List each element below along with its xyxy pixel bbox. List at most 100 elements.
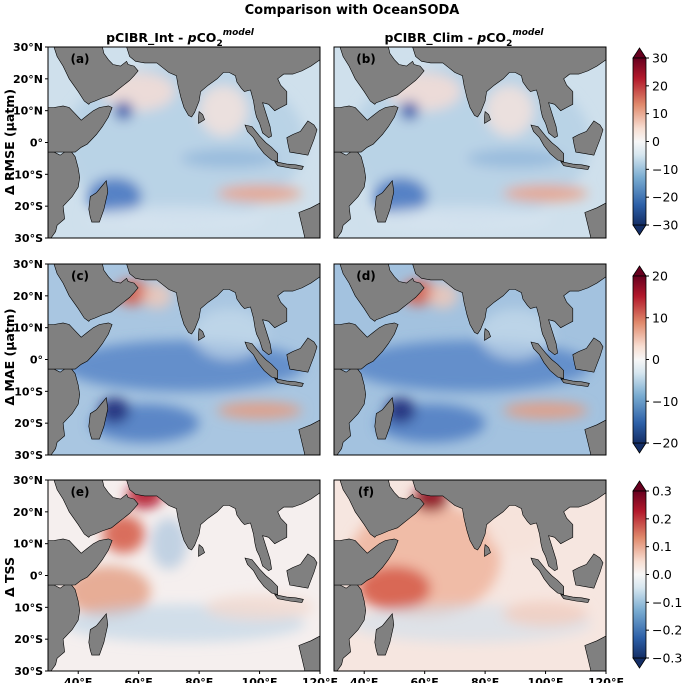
- column-title-2-co: CO: [486, 30, 506, 45]
- landmass: [198, 544, 205, 557]
- landmass: [374, 612, 395, 656]
- panel-frame: [333, 479, 607, 672]
- row-label-tss: Δ TSS: [2, 557, 17, 597]
- panel-label: (f): [358, 485, 374, 499]
- lat-tick-label: 20°N: [13, 506, 43, 519]
- lat-tick-label: 20°S: [14, 633, 43, 646]
- landmass: [572, 553, 604, 589]
- landmass: [88, 612, 109, 656]
- landmass: [198, 328, 205, 341]
- landmass: [584, 635, 606, 671]
- panel-grid: (a) 30°N 20°N 10°N 0° 10°S 20°S 30°S (b) (c) 30°N 2…: [13, 41, 624, 683]
- colorbar-tick-label: −0.2: [652, 623, 682, 638]
- landmass: [530, 557, 565, 595]
- colorbar-ramp: [632, 490, 647, 659]
- colorbar-tick-label: 20: [652, 78, 668, 93]
- colorbar-tss: 0.3 0.2 0.1 0.0 −0.1 −0.2 −0.3: [632, 480, 682, 669]
- map-panel-a: (a) 30°N 20°N 10°N 0° 10°S 20°S 30°S: [13, 41, 321, 245]
- colorbar-tick-label: −0.3: [652, 651, 682, 666]
- landmass: [48, 538, 113, 586]
- landmass: [572, 337, 604, 373]
- landmass: [48, 105, 113, 153]
- landmass: [286, 337, 318, 373]
- landmass: [298, 635, 320, 671]
- landmass: [530, 124, 565, 162]
- landmass: [572, 120, 604, 156]
- colorbar-tick-label: 10: [652, 106, 668, 121]
- map-panel-b: (b): [333, 46, 607, 239]
- landmass: [244, 557, 279, 595]
- landmass: [412, 480, 606, 572]
- colorbar-tick-label: −20: [652, 190, 678, 205]
- panel-label: (d): [356, 269, 376, 283]
- lon-tick-label: 40°E: [64, 676, 92, 683]
- landmass: [273, 594, 304, 603]
- landmass: [48, 264, 139, 322]
- column-title-1: pCIBR_Int - pCO2model: [106, 28, 255, 49]
- panel-label: (b): [356, 52, 376, 66]
- colorbar-tick-label: 0: [652, 134, 660, 149]
- lat-tick-label: 30°N: [13, 474, 43, 487]
- landmass: [48, 480, 139, 538]
- map-panel-e: (e) 30°N 20°N 10°N 0° 10°S 20°S 30°S 40°E 60°E 80°…: [13, 474, 338, 683]
- landmass: [334, 47, 425, 105]
- colorbar-extend-max: [632, 480, 647, 492]
- column-title-1-sub: 2: [216, 39, 222, 49]
- column-title-1-p: p: [187, 30, 197, 45]
- colorbar-tick-label: −0.1: [652, 595, 682, 610]
- landmass: [88, 396, 109, 440]
- landmass: [484, 328, 491, 341]
- colorbar-ramp: [632, 275, 647, 444]
- lat-tick-label: 20°S: [14, 417, 43, 430]
- map-panel-c: (c) 30°N 20°N 10°N 0° 10°S 20°S 30°S: [13, 258, 321, 462]
- panel-label: (e): [70, 485, 89, 499]
- map-panel-f: (f) 40°E 60°E 80°E 100°E 120°E: [333, 479, 624, 683]
- column-title-2-sup: model: [512, 28, 544, 38]
- landmass: [286, 120, 318, 156]
- colorbar-tick-label: −30: [652, 218, 678, 233]
- landmass: [334, 480, 425, 538]
- landmass: [298, 202, 320, 238]
- lat-tick-label: 30°N: [13, 41, 43, 54]
- lat-tick-label: 20°S: [14, 200, 43, 213]
- column-title-2-sub: 2: [506, 39, 512, 49]
- colorbar-tick-label: 10: [652, 310, 668, 325]
- landmass: [584, 419, 606, 455]
- landmass: [286, 553, 318, 589]
- panel-label: (a): [70, 52, 89, 66]
- lon-tick-label: 120°E: [302, 676, 338, 683]
- landmass: [273, 378, 304, 387]
- colorbar-tick-label: −20: [652, 436, 678, 451]
- landmass: [334, 264, 425, 322]
- landmass: [244, 341, 279, 379]
- landmass: [412, 47, 606, 139]
- lat-tick-label: 10°N: [13, 105, 43, 118]
- lat-tick-label: 10°N: [13, 322, 43, 335]
- colorbar-tick-label: −10: [652, 162, 678, 177]
- lat-tick-label: 0°: [30, 354, 43, 367]
- column-title-1-sup: model: [223, 28, 255, 38]
- lon-tick-label: 80°E: [471, 676, 499, 683]
- landmass: [126, 47, 320, 139]
- landmass: [374, 179, 395, 223]
- lon-tick-label: 80°E: [185, 676, 213, 683]
- colorbar-extend-max: [632, 47, 647, 59]
- landmass: [484, 111, 491, 124]
- colorbar-tick-label: 30: [652, 51, 668, 66]
- lat-tick-label: 30°S: [14, 232, 43, 245]
- landmass: [273, 161, 304, 170]
- landmass: [412, 264, 606, 356]
- panel-frame: [333, 263, 607, 456]
- landmass: [334, 322, 399, 370]
- lat-tick-label: 20°N: [13, 73, 43, 86]
- colorbar-extend-max: [632, 265, 647, 277]
- figure-title: Comparison with OceanSODA: [245, 3, 460, 18]
- lon-tick-label: 60°E: [411, 676, 439, 683]
- colorbar-extend-min: [632, 224, 647, 236]
- colorbar-extend-min: [632, 657, 647, 669]
- colorbar-tick-label: 0.2: [652, 511, 672, 526]
- column-title-2-p: p: [476, 30, 486, 45]
- colorbar-group: 30 20 10 0 −10 −20 −30 20 10 0 −10 −20 0.3 0.2 0.1 0.0 −…: [632, 47, 682, 669]
- lat-tick-label: 10°N: [13, 538, 43, 551]
- landmass: [298, 419, 320, 455]
